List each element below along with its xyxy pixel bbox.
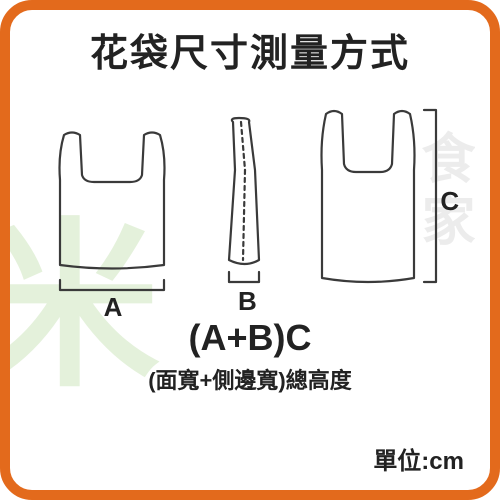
bag-side: B	[205, 110, 285, 305]
diagram-row: A B	[10, 95, 490, 305]
infographic-frame: 米 食家 花袋尺寸測量方式 A	[0, 0, 500, 500]
bag-front-svg	[42, 120, 182, 300]
subformula: (面寬+側邊寬)總高度	[10, 363, 490, 395]
bag-tall-svg	[308, 100, 458, 300]
bag-front: A	[42, 120, 182, 305]
dim-label-a: A	[104, 292, 123, 323]
unit-label: 單位:cm	[373, 441, 464, 476]
bag-tall: C	[308, 100, 458, 305]
formula: (A+B)C	[10, 317, 490, 359]
bag-side-svg	[205, 110, 285, 300]
title: 花袋尺寸測量方式	[10, 22, 490, 77]
dim-label-c: C	[440, 186, 459, 217]
dim-label-b: B	[238, 286, 257, 317]
